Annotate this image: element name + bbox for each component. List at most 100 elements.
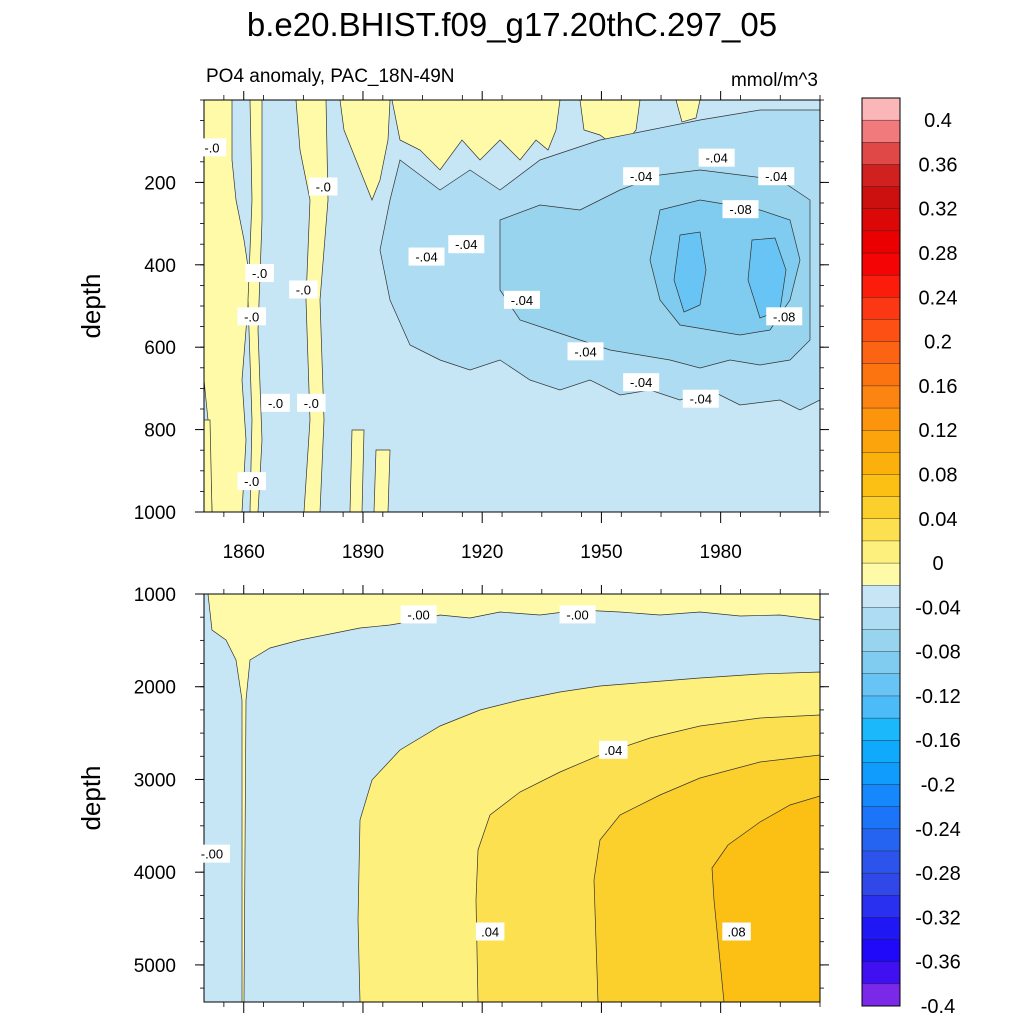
svg-text:-.04: -.04: [630, 375, 652, 390]
contour-label: .08: [722, 922, 751, 941]
svg-text:-.0: -.0: [252, 266, 267, 281]
colorbar-swatch: [861, 828, 901, 852]
colorbar-tick-label: -0.2: [921, 775, 955, 797]
colorbar-tick-label: -0.04: [915, 597, 961, 619]
lower-x-axis: [223, 585, 821, 1013]
contour-label: -.0: [289, 280, 318, 299]
lower-y-axis: 1000 2000 3000 4000 5000: [134, 585, 829, 989]
colorbar-swatch: [861, 429, 901, 453]
contour-label: -.08: [722, 200, 759, 219]
colorbar-swatch: [861, 230, 901, 254]
svg-text:-.04: -.04: [415, 250, 437, 265]
x-tick-label: 1860: [223, 542, 265, 563]
svg-text:-.0: -.0: [244, 309, 259, 324]
contour-label: -.04: [567, 342, 604, 361]
y-tick-label: 3000: [134, 770, 176, 791]
colorbar-tick-label: 0.04: [919, 509, 958, 531]
svg-text:-.08: -.08: [773, 309, 795, 324]
contour-label: -.0: [308, 177, 338, 196]
contour-label: -.0: [261, 393, 290, 412]
contour-label: -.00: [559, 605, 596, 624]
svg-text:-.04: -.04: [765, 169, 787, 184]
colorbar-swatch: [861, 607, 901, 631]
svg-text:-.00: -.00: [566, 607, 588, 622]
svg-text:-.0: -.0: [204, 140, 219, 155]
contour-label: -.0: [297, 393, 326, 412]
colorbar-swatch: [861, 872, 901, 896]
svg-text:-.0: -.0: [268, 396, 283, 411]
y-tick-label: 800: [144, 421, 176, 442]
colorbar-tick-label: -0.32: [915, 907, 961, 929]
colorbar-tick-label: 0.12: [919, 420, 958, 442]
svg-text:.04: .04: [604, 743, 622, 758]
upper-y-axis: 200 400 600 800 1000: [134, 99, 829, 524]
svg-text:-.04: -.04: [455, 237, 477, 252]
contour-label: -.04: [408, 247, 445, 266]
svg-text:.04: .04: [481, 925, 499, 940]
chart-units: mmol/m^3: [731, 70, 818, 91]
colorbar-swatch: [861, 274, 901, 298]
colorbar-swatch: [861, 341, 901, 365]
colorbar-swatch: [861, 983, 901, 1007]
colorbar-swatch: [861, 297, 901, 320]
colorbar-tick-label: 0.28: [919, 243, 958, 265]
svg-text:-.04: -.04: [630, 169, 652, 184]
y-tick-label: 1000: [134, 585, 176, 606]
upper-contour-field: [204, 100, 820, 512]
colorbar-tick-label: -0.24: [915, 819, 961, 841]
colorbar-swatch: [861, 939, 901, 963]
colorbar-swatch: [861, 895, 901, 918]
colorbar-swatch: [861, 518, 901, 542]
lower-plot-frame: [203, 593, 821, 1003]
svg-text:-.0: -.0: [316, 180, 331, 195]
contour-label: -.04: [623, 373, 660, 392]
colorbar-swatch: [861, 629, 901, 653]
contour-label: -.00: [400, 605, 437, 624]
lower-panel: 1000 2000 3000 4000 5000 -.00 -.00 -.00 .04 .04.…: [76, 585, 829, 1013]
colorbar-tick-label: 0.36: [919, 154, 958, 176]
y-tick-label: 400: [144, 256, 176, 277]
lower-contour-labels: -.00 -.00 -.00 .04 .04 .08: [193, 605, 751, 941]
colorbar-swatch: [861, 97, 901, 121]
colorbar-swatch: [861, 407, 901, 431]
colorbar-swatch: [861, 119, 901, 143]
svg-text:-.04: -.04: [690, 392, 712, 407]
y-tick-label: 4000: [134, 863, 176, 884]
colorbar-tick-label: -0.12: [915, 686, 961, 708]
colorbar-tick-label: 0: [932, 553, 943, 575]
colorbar-tick-label: 0.32: [919, 199, 958, 221]
colorbar-tick-label: -0.28: [915, 863, 961, 885]
colorbar-swatch: [861, 540, 901, 564]
colorbar-swatch: [861, 474, 901, 498]
chart-subtitle-left: PO4 anomaly, PAC_18N-49N: [206, 66, 455, 87]
colorbar-tick-label: -0.36: [915, 952, 961, 974]
contour-label: -.04: [623, 167, 660, 186]
y-tick-label: 600: [144, 338, 176, 359]
y-tick-label: 2000: [134, 678, 176, 699]
upper-x-axis: 1860 1890 1920 1950 1980: [223, 91, 821, 563]
colorbar-swatch: [861, 961, 901, 985]
colorbar-swatch: [861, 562, 901, 586]
upper-y-axis-title: depth: [76, 273, 106, 338]
svg-text:-.08: -.08: [729, 202, 751, 217]
contour-label: -.0: [197, 138, 227, 157]
colorbar-swatch: [861, 695, 901, 719]
contour-label: -.0: [245, 264, 274, 283]
colorbar-swatch: [861, 850, 901, 874]
colorbar-frame: [861, 97, 901, 1007]
contour-label: -.04: [682, 389, 719, 408]
svg-text:-.04: -.04: [574, 344, 596, 359]
colorbar-swatch: [861, 740, 901, 763]
colorbar-swatch: [861, 252, 901, 276]
svg-text:-.00: -.00: [407, 607, 429, 622]
x-tick-label: 1950: [580, 542, 622, 563]
colorbar-swatch: [861, 806, 901, 830]
lower-y-axis-title: depth: [76, 765, 106, 830]
colorbar-swatch: [861, 452, 901, 475]
svg-text:-.00: -.00: [201, 847, 223, 862]
x-tick-label: 1890: [342, 542, 384, 563]
colorbar: 0.4 0.36 0.32 0.28 0.24 0.2 0.16 0.12 0.08 0.04 0 -…: [861, 97, 961, 1018]
y-tick-label: 200: [144, 173, 176, 194]
colorbar-tick-label: 0.2: [924, 332, 952, 354]
contour-label: -.04: [448, 235, 485, 254]
